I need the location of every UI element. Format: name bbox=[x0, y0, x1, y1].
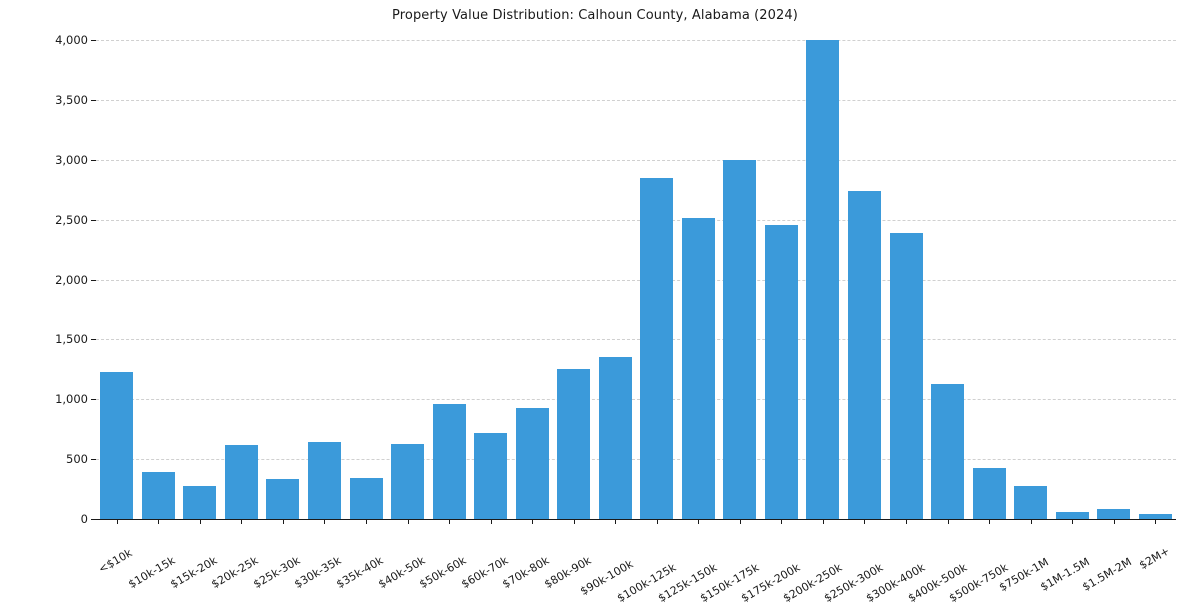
bar[interactable] bbox=[931, 383, 965, 519]
chart-title: Property Value Distribution: Calhoun Cou… bbox=[392, 8, 798, 23]
y-tick-mark bbox=[91, 40, 96, 41]
gridline bbox=[96, 279, 1176, 281]
x-tick-label-text: <$10k bbox=[95, 546, 135, 576]
bar[interactable] bbox=[307, 441, 341, 519]
bar[interactable] bbox=[889, 233, 923, 519]
bar[interactable] bbox=[349, 477, 383, 519]
bar[interactable] bbox=[391, 443, 425, 519]
x-tick-mark bbox=[573, 519, 575, 524]
bar[interactable] bbox=[1014, 486, 1048, 519]
x-tick-mark bbox=[1155, 519, 1157, 524]
x-tick-mark bbox=[366, 519, 367, 524]
x-tick-mark bbox=[615, 519, 617, 524]
chart-figure: Property Value Distribution: Calhoun Cou… bbox=[55, 8, 1176, 605]
x-tick-mark bbox=[282, 519, 284, 524]
x-tick-mark bbox=[407, 519, 409, 524]
bar[interactable] bbox=[100, 371, 134, 519]
x-tick-mark bbox=[241, 519, 243, 524]
x-tick-mark bbox=[532, 519, 534, 524]
bar[interactable] bbox=[1097, 508, 1131, 519]
y-tick-label: 3,000 bbox=[55, 152, 88, 167]
x-tick-mark bbox=[656, 519, 658, 524]
bar[interactable] bbox=[474, 433, 508, 519]
x-tick-mark bbox=[781, 519, 783, 524]
y-tick-mark bbox=[91, 219, 96, 221]
y-tick-label: 1,500 bbox=[55, 332, 88, 347]
x-tick-mark bbox=[324, 519, 326, 524]
x-tick-mark bbox=[864, 519, 866, 524]
bar[interactable] bbox=[141, 471, 175, 519]
y-tick-label: 2,500 bbox=[55, 212, 88, 227]
y-tick-mark bbox=[91, 519, 96, 520]
bar[interactable] bbox=[1055, 511, 1089, 519]
bar[interactable] bbox=[723, 159, 757, 519]
x-tick-mark bbox=[1030, 519, 1032, 524]
bar[interactable] bbox=[806, 40, 840, 519]
y-tick-label: 2,000 bbox=[55, 272, 88, 287]
gridline bbox=[96, 459, 1176, 461]
x-tick-label: <$10k bbox=[96, 528, 166, 576]
x-tick-mark bbox=[1072, 519, 1074, 524]
y-tick-label: 500 bbox=[66, 452, 88, 467]
y-tick-mark bbox=[91, 279, 96, 281]
x-tick-mark bbox=[116, 519, 118, 524]
bar[interactable] bbox=[598, 357, 632, 519]
x-tick-mark bbox=[158, 519, 160, 524]
x-axis-line bbox=[96, 519, 1176, 520]
bar[interactable] bbox=[557, 369, 591, 519]
y-tick-mark bbox=[91, 459, 96, 461]
x-tick-mark bbox=[490, 519, 492, 524]
bar[interactable] bbox=[764, 225, 798, 519]
bar[interactable] bbox=[183, 486, 217, 519]
x-tick-mark bbox=[989, 519, 991, 524]
x-tick-mark bbox=[199, 519, 201, 524]
y-tick-label: 1,000 bbox=[55, 392, 88, 407]
gridline bbox=[96, 159, 1176, 161]
bar[interactable] bbox=[972, 467, 1006, 519]
bar[interactable] bbox=[640, 178, 674, 519]
gridline bbox=[96, 399, 1176, 401]
y-tick-mark bbox=[91, 339, 96, 341]
bar[interactable] bbox=[515, 407, 549, 519]
x-tick-mark bbox=[1113, 519, 1115, 524]
y-tick-label: 3,500 bbox=[55, 92, 88, 107]
plot-area bbox=[96, 40, 1176, 519]
bar[interactable] bbox=[266, 478, 300, 519]
x-tick-mark bbox=[822, 519, 824, 524]
bar[interactable] bbox=[432, 404, 466, 519]
gridline bbox=[96, 99, 1176, 101]
y-tick-mark bbox=[91, 399, 96, 401]
gridline bbox=[96, 339, 1176, 341]
y-tick-label: 4,000 bbox=[55, 33, 88, 47]
x-tick-mark bbox=[739, 519, 741, 524]
x-tick-mark bbox=[947, 519, 949, 524]
bar[interactable] bbox=[224, 444, 258, 519]
y-tick-mark bbox=[91, 99, 96, 101]
x-tick-mark bbox=[449, 519, 451, 524]
bar[interactable] bbox=[1138, 514, 1172, 519]
gridline bbox=[96, 219, 1176, 221]
x-tick-mark bbox=[906, 519, 907, 524]
gridline bbox=[96, 40, 1176, 41]
bar[interactable] bbox=[681, 218, 715, 519]
bar[interactable] bbox=[847, 190, 881, 519]
x-tick-label-text: $10k-15k bbox=[126, 553, 178, 591]
y-tick-label: 0 bbox=[80, 512, 88, 526]
y-tick-mark bbox=[91, 159, 96, 161]
x-tick-mark bbox=[698, 519, 700, 524]
